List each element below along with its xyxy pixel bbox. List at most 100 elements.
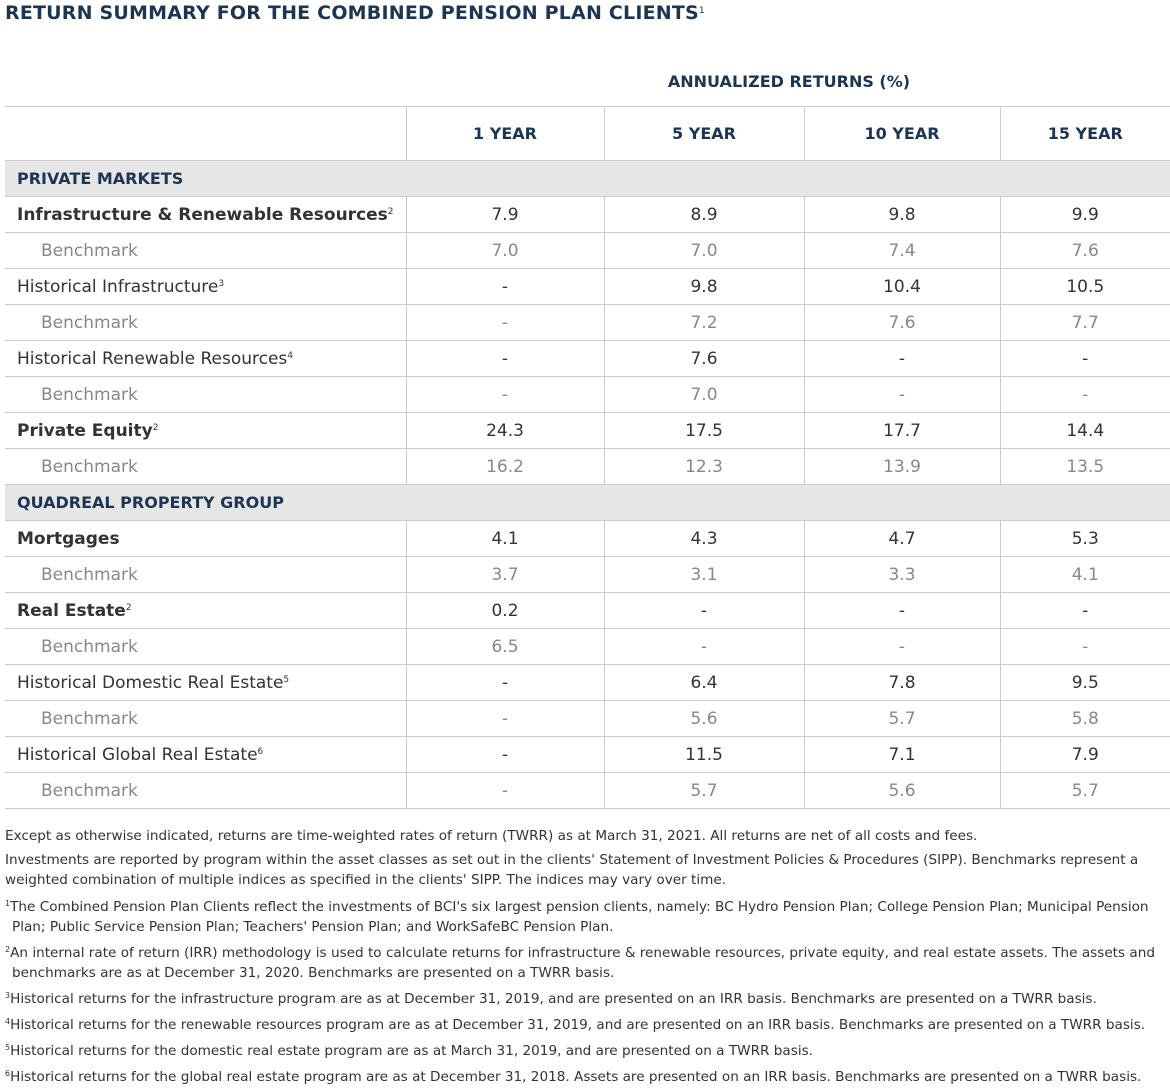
row-label: Benchmark (41, 312, 138, 333)
value-cell: 16.2 (405, 448, 604, 485)
value-cell: 9.9 (999, 196, 1170, 233)
value-cell: 24.3 (405, 412, 604, 449)
column-header: 5 YEAR (603, 106, 804, 161)
row-label: Mortgages (17, 528, 120, 549)
value-cell: 5.7 (803, 700, 1000, 737)
value-cell: 4.1 (405, 520, 604, 557)
value-cell: - (405, 268, 604, 305)
value-cell: 5.6 (803, 772, 1000, 809)
value-cell: 7.0 (603, 376, 804, 413)
row-label-cell: Real Estate2 (5, 592, 406, 629)
value-cell: 7.6 (803, 304, 1000, 341)
note-paragraph: Except as otherwise indicated, returns a… (5, 828, 978, 844)
row-label: Historical Domestic Real Estate (17, 672, 284, 693)
value-cell: 4.1 (999, 556, 1170, 593)
value-cell: - (405, 700, 604, 737)
row-label-cell: Benchmark (5, 448, 406, 485)
footnote-mark: 1 (5, 899, 11, 908)
footnote-mark: 2 (5, 945, 11, 954)
row-label-cell: Benchmark (5, 772, 406, 809)
value-cell: 5.6 (603, 700, 804, 737)
value-cell: 5.7 (999, 772, 1170, 809)
value-cell: 7.6 (603, 340, 804, 377)
value-cell: 7.8 (803, 664, 1000, 701)
value-cell: 9.8 (803, 196, 1000, 233)
column-header: 15 YEAR (999, 106, 1170, 161)
row-label: Historical Global Real Estate (17, 744, 258, 765)
data-row: Historical Global Real Estate6-11.5 7.1 7.… (5, 736, 1170, 773)
footnote-mark: 6 (5, 1069, 11, 1078)
data-row: Real Estate2 0.2- - - (5, 592, 1170, 629)
footnote-mark: 6 (257, 746, 264, 757)
footnote-text: Historical returns for the global real e… (10, 1069, 1142, 1085)
row-label: Benchmark (41, 564, 138, 585)
footnote-text: The Combined Pension Plan Clients reflec… (10, 899, 1149, 935)
footnote: 6Historical returns for the global real … (5, 1064, 1165, 1087)
value-cell: - (803, 376, 1000, 413)
footnote-mark: 2 (152, 422, 159, 433)
footnote-mark: 1 (698, 6, 705, 16)
footnote-mark: 4 (5, 1017, 11, 1026)
footnote-mark: 2 (387, 206, 394, 217)
data-row: Historical Renewable Resources4-7.6- - (5, 340, 1170, 377)
footnote-text: Historical returns for the renewable res… (10, 1017, 1146, 1033)
value-cell: 6.4 (603, 664, 804, 701)
row-label-cell: Benchmark (5, 628, 406, 665)
value-cell: - (405, 340, 604, 377)
value-cell: - (803, 340, 1000, 377)
value-cell: 11.5 (603, 736, 804, 773)
footnote: 1The Combined Pension Plan Clients refle… (5, 894, 1165, 937)
row-label: Benchmark (41, 780, 138, 801)
value-cell: - (803, 592, 1000, 629)
row-label: Benchmark (41, 384, 138, 405)
value-cell: 5.8 (999, 700, 1170, 737)
row-label: Infrastructure & Renewable Resources (17, 204, 388, 225)
value-cell: - (999, 376, 1170, 413)
value-cell: - (999, 628, 1170, 665)
value-cell: 4.3 (603, 520, 804, 557)
footnote-text: An internal rate of return (IRR) methodo… (10, 945, 1155, 981)
value-cell: 0.2 (405, 592, 604, 629)
footnote-text: Historical returns for the domestic real… (10, 1043, 814, 1059)
row-label-cell: Benchmark (5, 700, 406, 737)
value-cell: 7.0 (405, 232, 604, 269)
value-cell: 12.3 (603, 448, 804, 485)
footnote-mark: 4 (287, 350, 294, 361)
footnote-mark: 5 (283, 674, 290, 685)
value-cell: 10.5 (999, 268, 1170, 305)
row-label-cell: Historical Infrastructure3 (5, 268, 406, 305)
row-label-cell: Benchmark (5, 232, 406, 269)
row-label: Real Estate (17, 600, 126, 621)
data-row: Benchmark 6.5- - - (5, 628, 1170, 665)
value-cell: 13.5 (999, 448, 1170, 485)
header-cell (5, 106, 406, 161)
value-cell: 9.5 (999, 664, 1170, 701)
data-row: Infrastructure & Renewable Resources2 7.9… (5, 196, 1170, 233)
value-cell: 17.7 (803, 412, 1000, 449)
header-row: 1 YEAR 5 YEAR 10 YEAR 15 YEAR (5, 106, 1170, 161)
value-cell: - (603, 592, 804, 629)
data-row: Historical Domestic Real Estate5-6.4 7.8 9… (5, 664, 1170, 701)
value-cell: 6.5 (405, 628, 604, 665)
group-header: ANNUALIZED RETURNS (%) (667, 72, 911, 91)
section-row: PRIVATE MARKETS (5, 160, 1170, 197)
value-cell: 5.3 (999, 520, 1170, 557)
value-cell: 7.9 (999, 736, 1170, 773)
data-row: Private Equity2 24.3 17.5 17.7 14.4 (5, 412, 1170, 449)
data-row: Benchmark 3.7 3.1 3.3 4.1 (5, 556, 1170, 593)
row-label: Benchmark (41, 456, 138, 477)
value-cell: - (405, 736, 604, 773)
value-cell: 14.4 (999, 412, 1170, 449)
note-paragraph: Investments are reported by program with… (5, 852, 1139, 888)
data-row: Benchmark -7.0- - (5, 376, 1170, 413)
value-cell: - (603, 628, 804, 665)
value-cell: 4.7 (803, 520, 1000, 557)
footnote: 4Historical returns for the renewable re… (5, 1012, 1165, 1035)
row-label-cell: Historical Renewable Resources4 (5, 340, 406, 377)
value-cell: 3.1 (603, 556, 804, 593)
value-cell: 7.9 (405, 196, 604, 233)
notes: Except as otherwise indicated, returns a… (5, 826, 1165, 1090)
data-row: Benchmark 16.2 12.3 13.9 13.5 (5, 448, 1170, 485)
